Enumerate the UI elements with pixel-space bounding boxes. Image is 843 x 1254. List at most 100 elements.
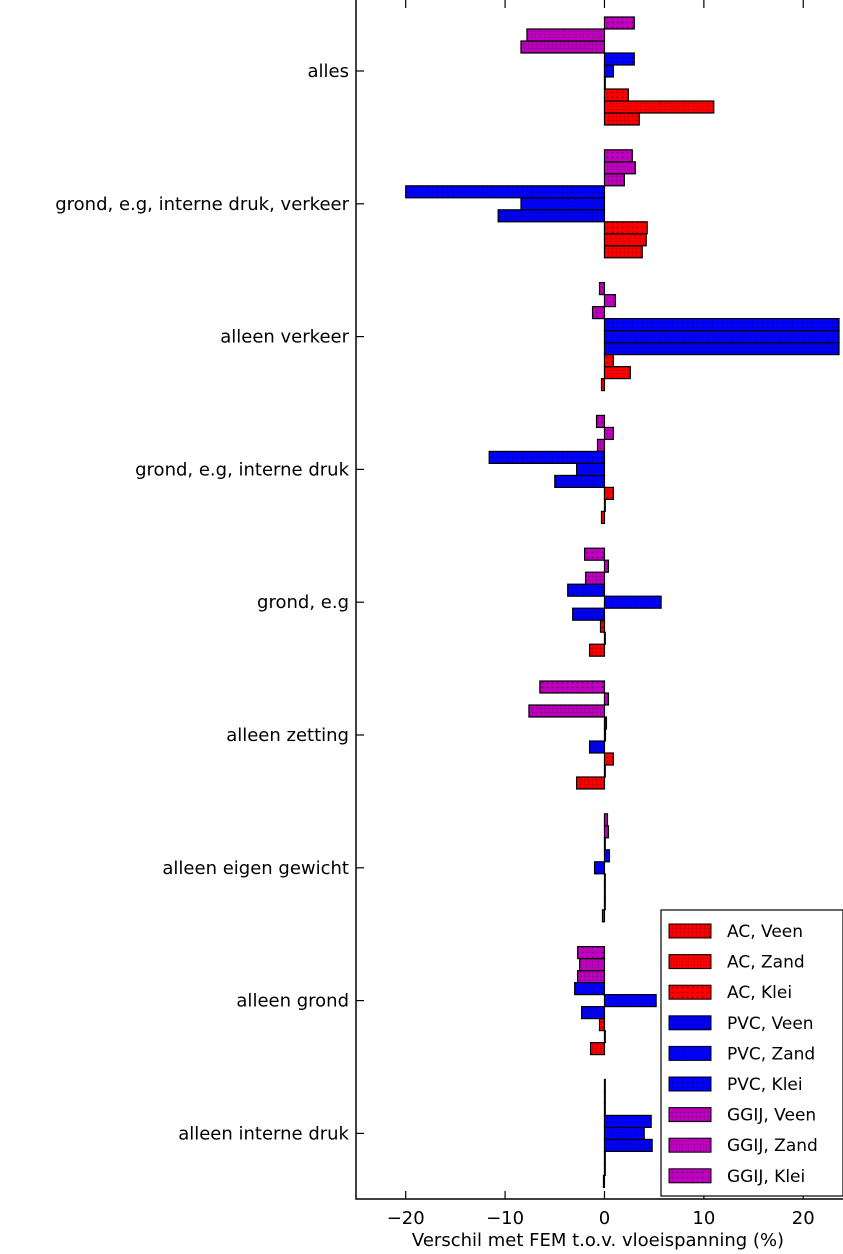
bar-5-8 xyxy=(603,559,610,573)
bar-5-7 xyxy=(584,571,606,585)
bar-5-3 xyxy=(599,619,606,633)
bar-3-9 xyxy=(598,282,606,296)
bar-2-8 xyxy=(603,161,636,175)
bar-9-1 xyxy=(602,1174,606,1189)
bar-5-2 xyxy=(603,631,606,645)
bar-5-1 xyxy=(588,643,606,657)
bar-8-1 xyxy=(589,1041,606,1056)
bar-9-7 xyxy=(603,1102,606,1117)
bar-7-7 xyxy=(603,837,606,851)
y-tick-label: grond, e.g, interne druk, verkeer xyxy=(55,194,349,215)
legend-swatch xyxy=(668,1168,712,1184)
bar-5-6 xyxy=(567,583,606,597)
bar-9-8 xyxy=(603,1090,606,1105)
x-tick-label: −10 xyxy=(486,1208,524,1229)
legend-swatch xyxy=(668,1137,712,1153)
bar-4-1 xyxy=(600,510,606,524)
y-tick-label: alles xyxy=(308,61,349,82)
bar-1-5 xyxy=(603,64,615,78)
x-tick-label: 20 xyxy=(792,1208,815,1229)
legend-label: AC, Zand xyxy=(727,953,805,973)
x-axis-label: Verschil met FEM t.o.v. vloeispanning (%… xyxy=(412,1230,784,1251)
bar-4-5 xyxy=(576,462,606,476)
x-tick-label: 0 xyxy=(599,1208,610,1229)
bar-4-8 xyxy=(603,426,615,440)
legend-label: GGIJ, Klei xyxy=(727,1167,805,1187)
bar-7-9 xyxy=(603,813,609,827)
bar-4-4 xyxy=(554,474,606,488)
bar-8-7 xyxy=(577,969,606,984)
bar-2-1 xyxy=(603,245,643,259)
legend-swatch xyxy=(668,954,712,970)
bar-4-2 xyxy=(603,498,606,512)
plot-frame xyxy=(355,0,843,1200)
legend-label: AC, Veen xyxy=(727,922,803,942)
bar-3-8 xyxy=(603,294,617,308)
bar-2-7 xyxy=(603,173,625,187)
bars-layer xyxy=(405,16,840,1189)
bar-9-9 xyxy=(603,1078,606,1093)
bar-3-4 xyxy=(603,342,840,356)
y-tick-label: grond, e.g xyxy=(257,592,349,613)
bar-5-4 xyxy=(572,607,606,621)
bar-7-5 xyxy=(593,861,606,875)
ticks: −20 −10 0 10 20 alles grond, e.g, interne druk… xyxy=(55,0,815,1229)
bar-6-1 xyxy=(576,776,606,790)
y-tick-label: alleen verkeer xyxy=(220,327,349,348)
bar-1-4 xyxy=(603,76,606,90)
legend-label: PVC, Klei xyxy=(727,1075,803,1095)
bar-9-2 xyxy=(603,1162,606,1177)
bar-2-2 xyxy=(603,233,647,247)
legend-swatch xyxy=(668,1076,712,1092)
bar-5-5 xyxy=(603,595,662,609)
bar-8-8 xyxy=(579,957,606,972)
bar-7-6 xyxy=(603,849,611,863)
bar-3-5 xyxy=(603,330,840,344)
bar-4-3 xyxy=(603,486,615,500)
bar-8-9 xyxy=(577,945,606,960)
bar-2-5 xyxy=(520,197,606,211)
x-tick-label: 10 xyxy=(692,1208,715,1229)
bar-3-3 xyxy=(603,354,615,368)
legend-swatch xyxy=(668,984,712,1000)
bar-6-6 xyxy=(603,716,608,730)
bar-6-5 xyxy=(603,728,607,742)
bar-4-9 xyxy=(595,414,606,428)
bar-3-1 xyxy=(600,378,606,392)
bar-9-6 xyxy=(603,1114,652,1129)
x-tick-label: −20 xyxy=(387,1208,425,1229)
bar-2-9 xyxy=(603,149,633,163)
legend-swatch xyxy=(668,1045,712,1061)
bar-9-5 xyxy=(603,1126,645,1141)
legend-label: GGIJ, Zand xyxy=(727,1136,818,1156)
legend-swatch xyxy=(668,1107,712,1123)
bar-1-9 xyxy=(603,16,635,30)
bar-6-7 xyxy=(528,704,606,718)
bar-9-4 xyxy=(603,1138,653,1153)
bar-1-3 xyxy=(603,88,629,102)
y-tick-label: alleen eigen gewicht xyxy=(162,858,349,879)
legend-label: AC, Klei xyxy=(727,983,792,1003)
legend: AC, Veen AC, Zand AC, Klei PVC, Veen PVC, Za… xyxy=(660,909,843,1197)
bar-1-7 xyxy=(520,40,606,54)
legend-label: GGIJ, Veen xyxy=(727,1106,816,1126)
bar-6-2 xyxy=(603,764,606,778)
legend-swatch xyxy=(668,923,712,939)
bar-6-9 xyxy=(539,680,606,694)
bar-7-8 xyxy=(603,825,610,839)
bar-8-4 xyxy=(581,1005,606,1020)
legend-label: PVC, Zand xyxy=(727,1044,815,1064)
bar-8-6 xyxy=(574,981,606,996)
bar-7-3 xyxy=(603,885,606,899)
bar-6-3 xyxy=(603,752,615,766)
bar-5-9 xyxy=(583,547,606,561)
bar-7-1 xyxy=(601,909,606,923)
axes xyxy=(355,0,843,1200)
bar-8-5 xyxy=(603,993,657,1008)
bar-2-6 xyxy=(405,185,606,199)
bar-1-1 xyxy=(603,112,640,126)
y-tick-label: alleen zetting xyxy=(226,725,349,746)
bar-6-4 xyxy=(588,740,606,754)
